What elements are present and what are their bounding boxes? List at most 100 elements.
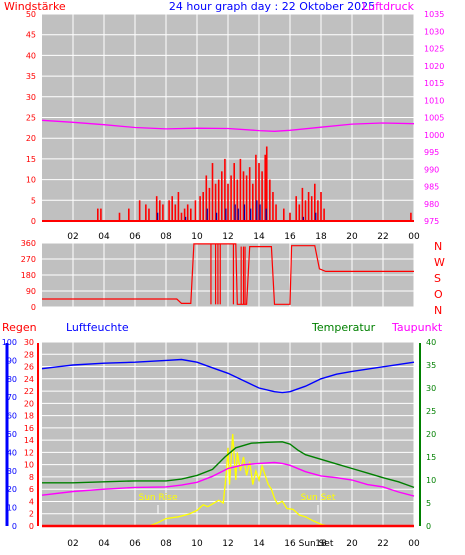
x-tick-label: 04 (98, 539, 110, 549)
temperature-axis-ticks: 0 5 10 15 20 25 30 35 40 (426, 338, 436, 531)
sunshine-line (148, 433, 328, 527)
direction-tick-label: 270 (21, 255, 36, 264)
humidity-axis-ticks: 0 10 20 30 40 50 60 70 80 90 100 (2, 338, 17, 531)
rain-tick-label: 20 (24, 399, 34, 408)
rain-tick-label: 18 (24, 412, 34, 421)
temperature-tick-label: 40 (426, 338, 436, 347)
wind-axis-ticks: 0 5 10 15 20 25 30 35 40 45 50 (26, 10, 36, 226)
compass-label: N (434, 240, 442, 253)
pressure-tick-label: 1000 (424, 131, 444, 140)
temperature-tick-label: 5 (426, 499, 431, 508)
x-tick-label: 16 (284, 232, 296, 242)
direction-tick-label: 180 (21, 271, 36, 280)
dewpoint-line (41, 461, 415, 497)
sun-set-label: Sun Set (301, 493, 336, 503)
humidity-tick-label: 70 (7, 393, 17, 402)
temperature-tick-label: 20 (426, 430, 436, 439)
pressure-tick-label: 980 (424, 200, 439, 209)
pressure-line (41, 119, 415, 132)
direction-tick-label: 360 (21, 239, 36, 248)
temperature-tick-label: 15 (426, 453, 436, 462)
compass-label: O (434, 288, 443, 301)
x-tick-label: 22 (377, 539, 388, 549)
compass-label: W (434, 256, 445, 269)
humidity-tick-label: 30 (7, 467, 17, 476)
direction-spikes (210, 243, 246, 305)
pressure-tick-label: 990 (424, 165, 439, 174)
x-tick-label: 20 (346, 539, 358, 549)
humidity-label: Luftfeuchte (66, 321, 129, 334)
x-tick-label: 02 (67, 232, 78, 242)
humidity-tick-label: 90 (7, 356, 17, 365)
rain-tick-label: 4 (29, 497, 34, 506)
temperature-label: Temperatur (311, 321, 376, 334)
wind-pressure-grid (42, 13, 415, 222)
pressure-label: Luftdruck (362, 0, 414, 13)
pressure-tick-label: 985 (424, 183, 439, 192)
temperature-tick-label: 30 (426, 384, 436, 393)
humidity-tick-label: 50 (7, 430, 17, 439)
rain-tick-label: 28 (24, 350, 34, 359)
x-tick-label: 04 (98, 232, 110, 242)
wind-tick-label: 10 (26, 176, 36, 185)
x-tick-label: 00 (408, 539, 420, 549)
wind-tick-label: 35 (26, 72, 36, 81)
x-tick-label: 08 (160, 539, 172, 549)
temperature-tick-label: 35 (426, 361, 436, 370)
x-tick-label: 16 (284, 539, 296, 549)
x-tick-label: 12 (222, 232, 233, 242)
temperature-tick-label: 10 (426, 476, 436, 485)
humidity-line (41, 358, 415, 394)
rain-tick-label: 24 (24, 375, 34, 384)
x-tick-label: 00 (408, 232, 420, 242)
wind-tick-label: 15 (26, 155, 36, 164)
rain-tick-label: 14 (24, 436, 34, 445)
bottom-x-axis-ticks: 02 04 06 08 10 12 14 16 18 20 22 00 (67, 539, 420, 549)
humidity-tick-label: 20 (7, 485, 17, 494)
x-tick-label: 18 (315, 232, 327, 242)
sun-rise-label: Sun Rise (139, 493, 178, 503)
pressure-tick-label: 975 (424, 217, 439, 226)
rain-tick-label: 8 (29, 473, 34, 482)
wind-tick-label: 25 (26, 114, 36, 123)
wind-tick-label: 40 (26, 51, 36, 60)
pressure-tick-label: 995 (424, 148, 439, 157)
wind-tick-label: 0 (31, 217, 36, 226)
humidity-tick-label: 0 (12, 522, 17, 531)
rain-tick-label: 30 (24, 338, 34, 347)
pressure-tick-label: 1010 (424, 96, 444, 105)
gust-bars (157, 200, 317, 221)
dewpoint-label: Taupunkt (391, 321, 443, 334)
pressure-tick-label: 1030 (424, 27, 444, 36)
pressure-axis-ticks: 975 980 985 990 995 1000 1005 1010 1015 1020 1025 1… (424, 10, 444, 226)
direction-tick-label: 90 (26, 287, 36, 296)
x-tick-label: 08 (160, 232, 172, 242)
humidity-tick-label: 10 (7, 504, 17, 513)
humidity-tick-label: 40 (7, 448, 17, 457)
rain-tick-label: 22 (24, 387, 34, 396)
wind-tick-label: 50 (26, 10, 36, 19)
x-tick-label: 20 (346, 232, 358, 242)
x-tick-label: 14 (253, 539, 265, 549)
wind-tick-label: 5 (31, 196, 36, 205)
pressure-tick-label: 1020 (424, 62, 444, 71)
wind-tick-label: 45 (26, 31, 36, 40)
pressure-tick-label: 1005 (424, 114, 444, 123)
temperature-tick-label: 25 (426, 407, 436, 416)
rain-label: Regen (2, 321, 37, 334)
humidity-tick-label: 80 (7, 375, 17, 384)
humidity-tick-label: 60 (7, 412, 17, 421)
x-tick-label: 10 (191, 539, 203, 549)
direction-axis-ticks: 0 90 180 270 360 (21, 239, 36, 312)
rain-tick-label: 12 (24, 448, 34, 457)
pressure-tick-label: 1025 (424, 45, 444, 54)
compass-label: S (434, 272, 441, 285)
page-title: 24 hour graph day : 22 Oktober 2025 (169, 0, 375, 13)
x-tick-label: 18 (315, 539, 327, 549)
rain-tick-label: 0 (29, 522, 34, 531)
x-tick-label: 14 (253, 232, 265, 242)
x-tick-label: 12 (222, 539, 233, 549)
temperature-line (42, 441, 415, 489)
direction-tick-label: 0 (31, 303, 36, 312)
